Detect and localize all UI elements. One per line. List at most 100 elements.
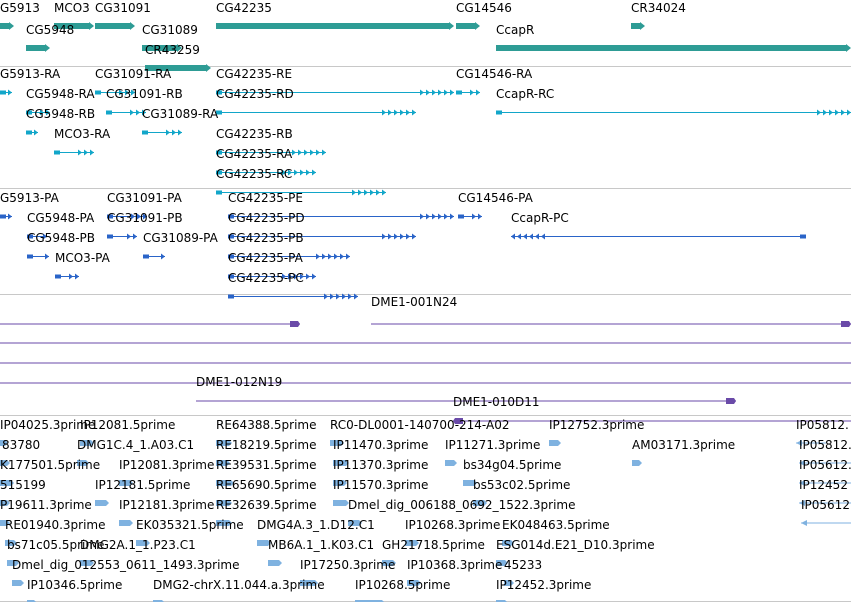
feature-label: 45233 — [504, 558, 543, 572]
feature-glyph[interactable] — [143, 245, 165, 264]
feature-glyph[interactable] — [799, 492, 851, 511]
feature-glyph[interactable] — [456, 81, 480, 100]
feature-glyph[interactable] — [228, 285, 358, 304]
feature-glyph[interactable] — [330, 432, 344, 451]
feature-glyph[interactable] — [796, 432, 826, 451]
feature-glyph[interactable] — [26, 37, 50, 56]
feature-glyph[interactable] — [355, 592, 385, 602]
feature-glyph[interactable] — [216, 181, 386, 200]
feature-label: CcapR-RC — [496, 87, 555, 101]
feature-glyph[interactable] — [348, 512, 362, 531]
feature-glyph[interactable] — [228, 245, 350, 264]
feature-label: IP12181.5prime — [95, 478, 191, 492]
feature-glyph[interactable] — [504, 572, 514, 591]
feature-glyph[interactable] — [119, 512, 133, 531]
feature-glyph[interactable] — [119, 472, 133, 491]
feature-glyph[interactable] — [54, 141, 94, 160]
feature-glyph[interactable] — [216, 141, 326, 160]
feature-glyph[interactable] — [445, 452, 457, 471]
feature-glyph[interactable] — [801, 512, 851, 531]
feature-glyph[interactable] — [216, 512, 232, 531]
feature-glyph[interactable] — [27, 245, 49, 264]
feature-glyph[interactable] — [107, 225, 137, 244]
feature-glyph[interactable] — [228, 205, 454, 224]
feature-glyph[interactable] — [26, 121, 38, 140]
feature-glyph[interactable] — [496, 592, 508, 602]
feature-glyph[interactable] — [333, 452, 349, 471]
feature-glyph[interactable] — [502, 532, 514, 551]
feature-glyph[interactable] — [0, 432, 8, 451]
feature-glyph[interactable] — [632, 452, 642, 471]
feature-glyph[interactable] — [405, 532, 419, 551]
feature-glyph[interactable] — [136, 532, 150, 551]
feature-glyph[interactable] — [27, 225, 47, 244]
feature-glyph[interactable] — [407, 572, 421, 591]
feature-glyph[interactable] — [549, 432, 561, 451]
feature-label: CG42235-PA — [228, 251, 303, 265]
feature-glyph[interactable] — [216, 101, 416, 120]
feature-glyph[interactable] — [333, 472, 347, 491]
feature-glyph[interactable] — [95, 81, 135, 100]
feature-glyph[interactable] — [382, 552, 396, 571]
feature-glyph[interactable] — [799, 452, 851, 471]
feature-glyph[interactable] — [54, 15, 94, 34]
feature-glyph[interactable] — [216, 15, 454, 34]
feature-glyph[interactable] — [496, 552, 508, 571]
feature-glyph[interactable] — [631, 15, 645, 34]
feature-glyph[interactable] — [0, 15, 14, 34]
feature-label: bs71c05.5prime — [7, 538, 105, 552]
feature-glyph[interactable] — [371, 313, 851, 332]
feature-glyph[interactable] — [0, 205, 12, 224]
feature-glyph[interactable] — [26, 101, 50, 120]
feature-glyph[interactable] — [5, 532, 17, 551]
feature-glyph[interactable] — [0, 352, 851, 371]
feature-glyph[interactable] — [473, 492, 487, 511]
feature-glyph[interactable] — [55, 265, 79, 284]
feature-glyph[interactable] — [7, 552, 19, 571]
feature-glyph[interactable] — [0, 81, 12, 100]
feature-glyph[interactable] — [496, 101, 851, 120]
feature-label: CG14546-PA — [458, 191, 533, 205]
feature-glyph[interactable] — [0, 332, 851, 351]
feature-glyph[interactable] — [0, 452, 10, 471]
feature-glyph[interactable] — [333, 492, 349, 511]
feature-glyph[interactable] — [77, 452, 89, 471]
feature-glyph[interactable] — [80, 552, 94, 571]
feature-glyph[interactable] — [142, 121, 182, 140]
feature-glyph[interactable] — [216, 432, 232, 451]
feature-glyph[interactable] — [257, 532, 271, 551]
feature-glyph[interactable] — [496, 37, 851, 56]
feature-glyph[interactable] — [216, 81, 454, 100]
feature-glyph[interactable] — [0, 492, 10, 511]
feature-label: K177501.5prime — [0, 458, 101, 472]
feature-glyph[interactable] — [799, 472, 851, 491]
feature-glyph[interactable] — [511, 225, 806, 244]
feature-glyph[interactable] — [27, 592, 37, 602]
feature-glyph[interactable] — [12, 572, 24, 591]
feature-glyph[interactable] — [228, 225, 416, 244]
feature-glyph[interactable] — [453, 410, 851, 429]
feature-glyph[interactable] — [463, 472, 477, 491]
feature-glyph[interactable] — [456, 15, 480, 34]
feature-glyph[interactable] — [145, 57, 211, 76]
feature-glyph[interactable] — [107, 205, 147, 224]
feature-glyph[interactable] — [80, 432, 94, 451]
feature-glyph[interactable] — [106, 101, 146, 120]
feature-glyph[interactable] — [216, 161, 316, 180]
feature-glyph[interactable] — [95, 15, 135, 34]
feature-glyph[interactable] — [0, 313, 300, 332]
feature-glyph[interactable] — [0, 472, 14, 491]
feature-glyph[interactable] — [228, 265, 316, 284]
feature-glyph[interactable] — [268, 552, 282, 571]
feature-glyph[interactable] — [300, 572, 318, 591]
feature-glyph[interactable] — [153, 592, 165, 602]
feature-glyph[interactable] — [0, 372, 851, 391]
feature-glyph[interactable] — [196, 390, 736, 409]
feature-glyph[interactable] — [458, 205, 482, 224]
feature-glyph[interactable] — [95, 492, 109, 511]
feature-glyph[interactable] — [216, 452, 230, 471]
feature-glyph[interactable] — [0, 512, 10, 531]
feature-glyph[interactable] — [216, 492, 232, 511]
feature-glyph[interactable] — [216, 472, 234, 491]
feature-glyph[interactable] — [142, 37, 182, 56]
